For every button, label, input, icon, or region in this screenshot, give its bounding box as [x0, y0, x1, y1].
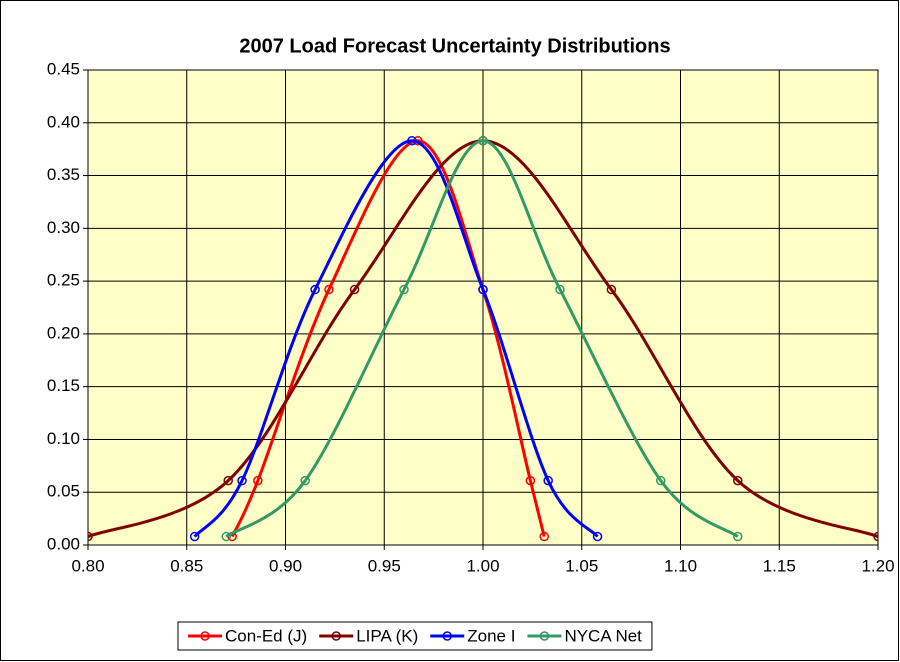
data-point [221, 531, 231, 542]
data-point [324, 284, 334, 295]
x-tick-label: 1.20 [861, 556, 894, 575]
x-tick-label: 0.95 [368, 556, 401, 575]
x-tick-label: 0.80 [71, 556, 104, 575]
data-point [237, 475, 247, 486]
data-point [478, 284, 488, 295]
data-point [592, 531, 603, 542]
series-group [88, 135, 878, 542]
data-point [733, 531, 743, 542]
data-point [539, 531, 549, 542]
y-tick-label: 0.30 [47, 218, 80, 237]
y-tick-label: 0.00 [47, 534, 80, 553]
x-tick-label: 1.15 [763, 556, 796, 575]
y-tick-label: 0.40 [47, 112, 80, 131]
legend-label: LIPA (K) [356, 626, 418, 645]
data-point [555, 284, 565, 295]
y-tick-label: 0.35 [47, 165, 80, 184]
data-point [399, 284, 409, 295]
data-point [223, 475, 233, 486]
data-point [525, 475, 536, 486]
data-point [407, 135, 417, 146]
data-point [189, 531, 200, 542]
y-tick-label: 0.45 [47, 59, 80, 78]
data-point [543, 475, 553, 486]
data-point [300, 475, 310, 486]
legend-label: Zone I [467, 626, 515, 645]
legend-box [177, 621, 653, 651]
y-tick-label: 0.10 [47, 429, 80, 448]
legend-label: Con-Ed (J) [225, 626, 307, 645]
plot-border [87, 69, 879, 546]
data-point [606, 284, 617, 295]
data-point [310, 284, 320, 295]
data-point [733, 475, 743, 486]
legend: Con-Ed (J) LIPA (K) Zone I NYCA Net [177, 621, 653, 651]
x-tick-label: 1.00 [466, 556, 499, 575]
legend-marker [200, 631, 210, 641]
data-point [656, 475, 666, 486]
data-point [349, 284, 360, 295]
x-tick-label: 0.90 [269, 556, 302, 575]
legend-marker [331, 631, 341, 641]
legend-label: NYCA Net [564, 626, 642, 645]
data-point [873, 531, 878, 542]
legend-marker [442, 631, 452, 641]
y-tick-label: 0.25 [47, 271, 80, 290]
legend-marker [539, 631, 550, 641]
data-point [253, 475, 263, 486]
x-tick-label: 1.05 [565, 556, 598, 575]
series-line [193, 139, 599, 538]
x-tick-label: 0.85 [170, 556, 203, 575]
data-point [478, 135, 488, 146]
x-tick-label: 1.10 [664, 556, 697, 575]
y-tick-label: 0.15 [47, 376, 80, 395]
y-tick-label: 0.05 [47, 482, 80, 501]
data-point [88, 531, 93, 542]
series-line [225, 139, 739, 538]
y-tick-label: 0.20 [47, 323, 80, 342]
chart-title: 2007 Load Forecast Uncertainty Distribut… [239, 35, 670, 57]
